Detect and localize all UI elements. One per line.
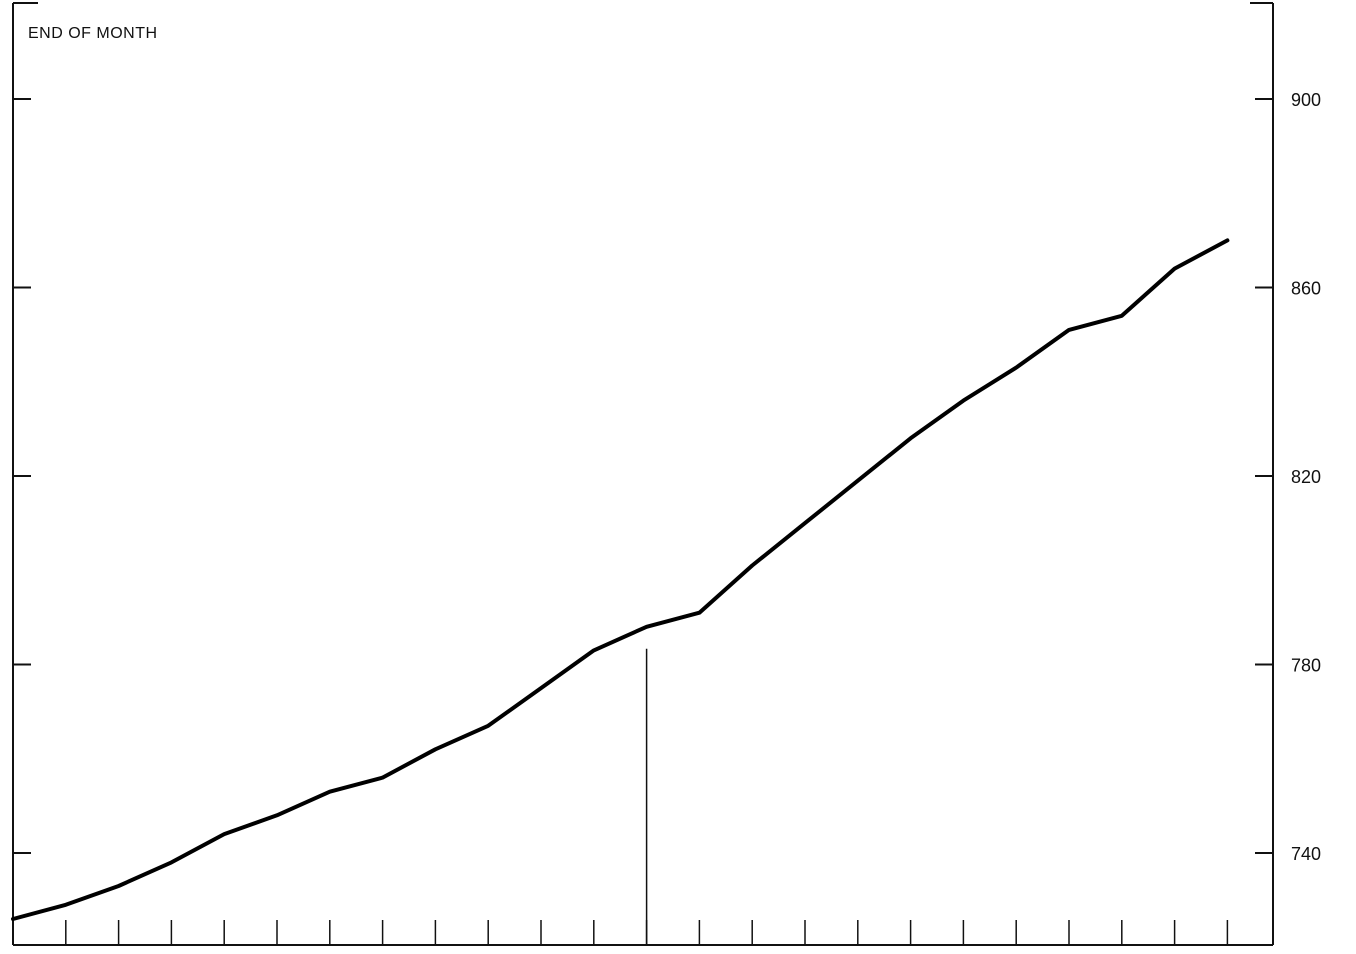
y-axis: 740 780 820 860 900 [13, 90, 1321, 864]
data-point [750, 564, 754, 568]
data-point [433, 747, 437, 751]
chart-annotation: END OF MONTH [28, 25, 158, 42]
y-tick-label: 740 [1291, 844, 1321, 864]
y-tick-label: 780 [1291, 656, 1321, 676]
data-point [539, 686, 543, 690]
data-point [1120, 314, 1124, 318]
data-point [909, 436, 913, 440]
data-point [592, 648, 596, 652]
chart-frame [12, 2, 1274, 946]
data-point [1067, 328, 1071, 332]
data-point [856, 479, 860, 483]
data-point [1014, 366, 1018, 370]
y-tick-label: 820 [1291, 467, 1321, 487]
y-tick-label: 860 [1291, 279, 1321, 299]
data-point [64, 903, 68, 907]
series-line [11, 238, 1230, 921]
data-point [697, 611, 701, 615]
data-point [961, 399, 965, 403]
data-point [11, 917, 15, 921]
series [11, 238, 1230, 921]
data-point [275, 813, 279, 817]
data-point [486, 724, 490, 728]
data-point [169, 860, 173, 864]
data-point [222, 832, 226, 836]
data-point [117, 884, 121, 888]
data-point [1225, 238, 1229, 242]
data-point [381, 776, 385, 780]
data-point [645, 625, 649, 629]
y-tick-label: 900 [1291, 90, 1321, 110]
data-point [328, 790, 332, 794]
data-point [803, 521, 807, 525]
data-point [1173, 267, 1177, 271]
